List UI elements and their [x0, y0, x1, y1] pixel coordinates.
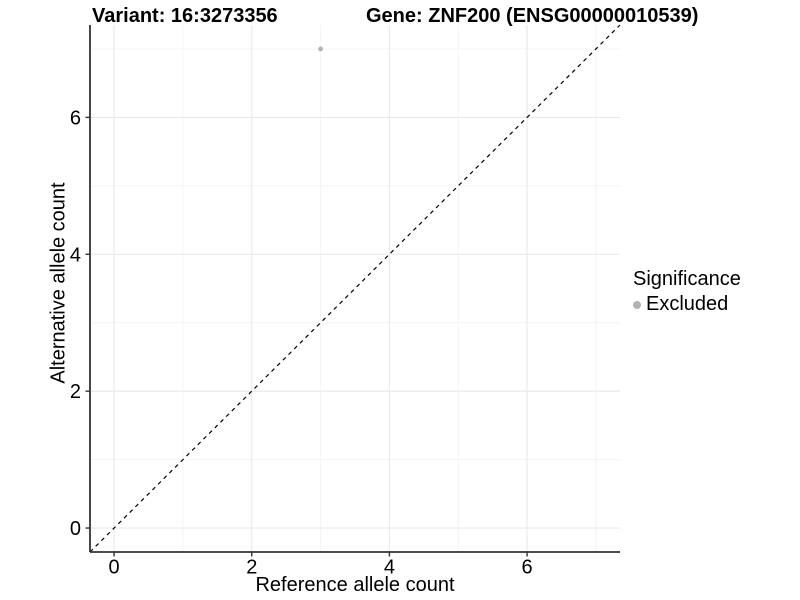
x-axis-title: Reference allele count: [255, 574, 455, 596]
legend-item-excluded: Excluded: [633, 293, 741, 316]
x-tick-label: 6: [522, 557, 533, 579]
legend-item-label: Excluded: [646, 293, 729, 315]
plot-title-gene: Gene: ZNF200 (ENSG00000010539): [366, 5, 699, 27]
x-tick-label: 0: [109, 557, 120, 579]
legend-key-dot-icon: [633, 300, 641, 309]
legend: Significance Excluded: [633, 268, 741, 316]
y-tick-label: 6: [70, 107, 81, 129]
y-tick-label: 4: [70, 244, 81, 266]
y-axis-title: Alternative allele count: [47, 182, 70, 384]
identity-reference-line: [89, 24, 621, 553]
legend-title: Significance: [633, 268, 741, 290]
x-tick-label: 4: [384, 557, 395, 579]
y-tick-label: 2: [70, 381, 81, 403]
x-tick-label: 2: [246, 557, 257, 579]
y-tick-label: 0: [70, 518, 81, 540]
plot-title-variant: Variant: 16:3273356: [92, 5, 278, 27]
data-point: [318, 46, 323, 52]
